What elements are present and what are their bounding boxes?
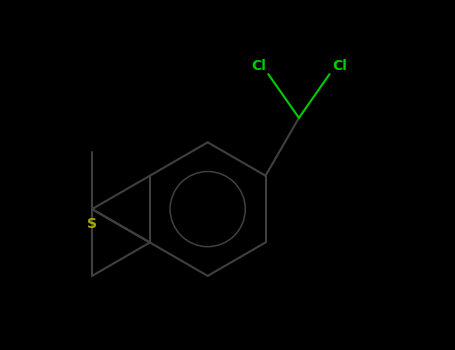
Text: Cl: Cl: [251, 59, 266, 73]
Text: S: S: [87, 217, 97, 231]
Text: Cl: Cl: [332, 59, 347, 73]
